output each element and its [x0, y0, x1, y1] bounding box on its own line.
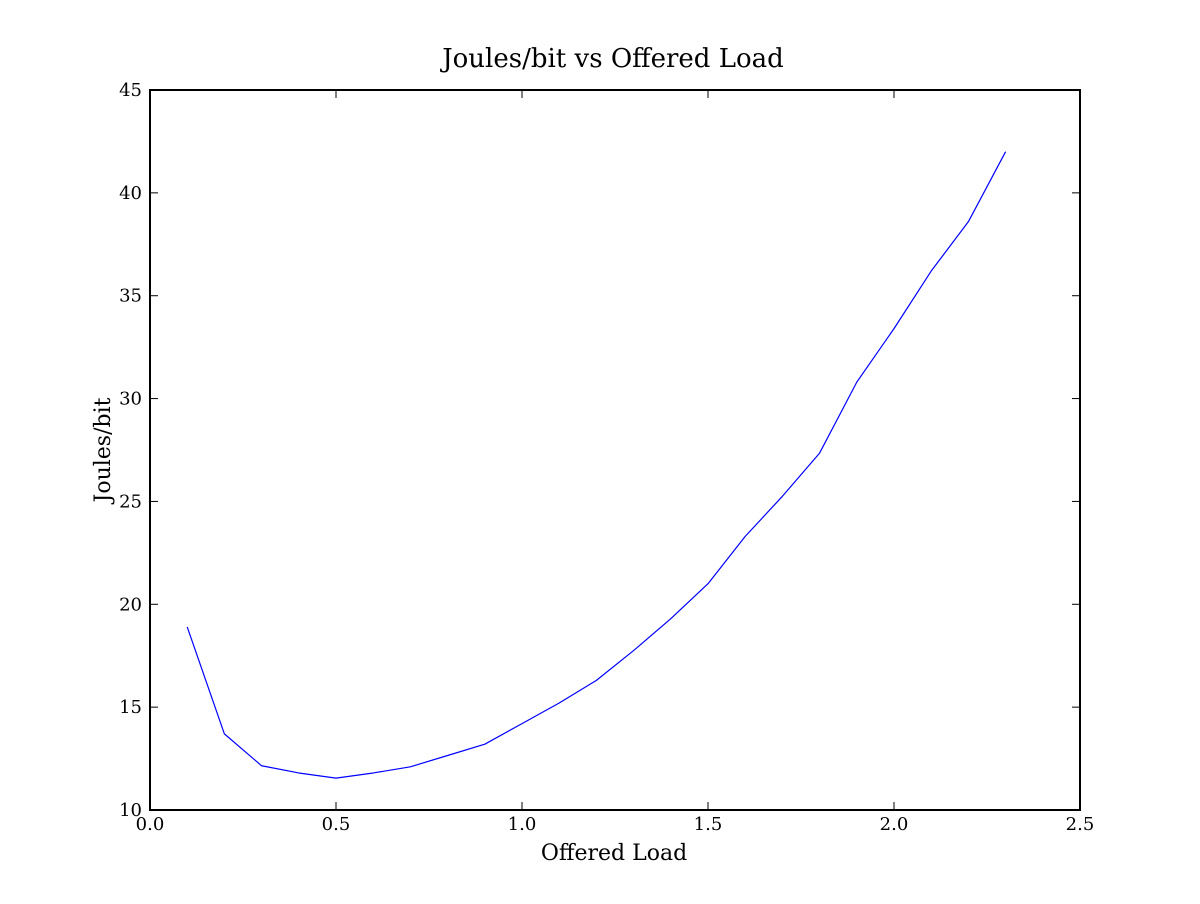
y-tick-label: 15	[119, 697, 142, 718]
plot-frame	[149, 89, 1081, 811]
y-tick-label: 35	[119, 286, 142, 307]
y-tick-label: 10	[119, 800, 142, 821]
x-tick-label: 2.5	[1066, 814, 1095, 835]
x-tick-label: 1.0	[508, 814, 537, 835]
x-tick-label: 2.0	[880, 814, 909, 835]
x-tick-label: 0.0	[136, 814, 165, 835]
x-tick-label: 0.5	[322, 814, 351, 835]
y-tick-label: 45	[119, 80, 142, 101]
x-tick-label: 1.5	[694, 814, 723, 835]
y-tick-label: 25	[119, 491, 142, 512]
x-axis-label: Offered Load	[541, 841, 687, 866]
plot-area: 0.0 0.5 1.0 1.5 2.0 2.5 10 15 20 25 30 35 40 45	[119, 80, 1094, 835]
y-tick-label: 40	[119, 183, 142, 204]
y-tick-label: 30	[119, 389, 142, 410]
y-tick-label: 20	[119, 594, 142, 615]
series-line-0	[186, 151, 1007, 779]
chart-title: Joules/bit vs Offered Load	[439, 44, 784, 74]
y-axis-label: Joules/bit	[91, 397, 116, 504]
